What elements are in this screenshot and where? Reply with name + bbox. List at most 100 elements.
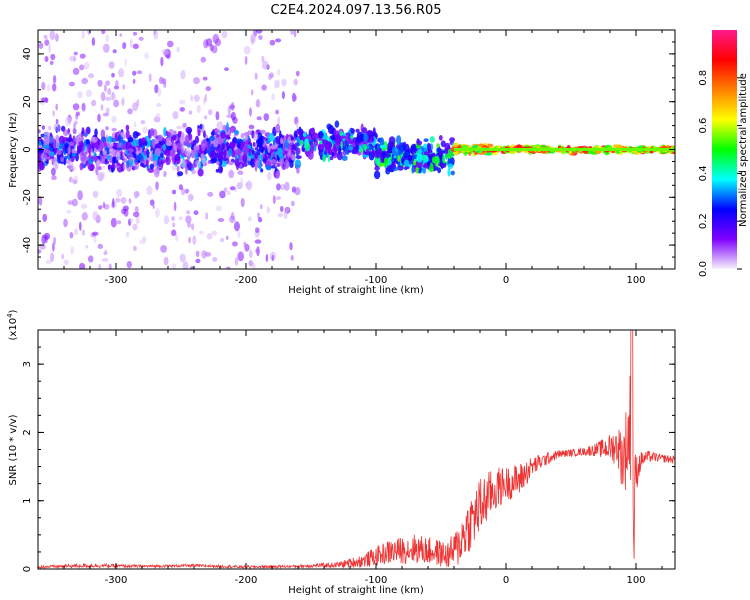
spectrogram-cell	[132, 211, 140, 218]
snr-series-line	[38, 330, 675, 569]
spectrogram-cell	[229, 186, 236, 191]
spectrogram-cell	[71, 153, 77, 157]
spectrogram-cell	[282, 146, 285, 155]
spectrogram-cell	[163, 256, 169, 266]
spectrogram-cell	[245, 139, 249, 146]
spectrogram-cell	[125, 231, 130, 238]
spectrogram-cell	[74, 228, 78, 236]
spectrogram-cell	[313, 144, 317, 152]
spectrogram-cell	[368, 146, 374, 151]
spectrogram-cell	[55, 103, 58, 111]
spectrogram-cell	[407, 155, 413, 162]
spectrogram-cell	[165, 140, 173, 146]
y-tick-label: 3	[22, 361, 33, 367]
spectrogram-cell	[58, 142, 64, 149]
spectrogram-cell	[75, 135, 82, 142]
spectrogram-cell	[147, 168, 155, 173]
spectrogram-cell	[111, 127, 117, 132]
spectrogram-cell	[162, 78, 167, 85]
spectrogram-cell	[90, 148, 94, 157]
spectrogram-cell	[317, 131, 324, 139]
colorbar-tick-label: 0.2	[698, 213, 709, 229]
x-tick-label: -200	[235, 275, 258, 286]
spectrogram-cell	[351, 142, 356, 148]
spectrogram-cell	[340, 140, 343, 150]
spectrogram-cell	[53, 123, 61, 132]
spectrogram-cell	[149, 163, 155, 170]
spectrogram-cell	[438, 135, 443, 141]
spectrogram-cell	[228, 169, 235, 179]
spectrogram-cell	[149, 154, 154, 162]
spectrogram-cell	[237, 229, 241, 239]
spectrogram-cell	[245, 180, 253, 191]
spectrogram-cell	[221, 30, 228, 39]
spectrogram-cell	[81, 212, 88, 221]
spectrogram-cell	[391, 146, 399, 156]
spectrogram-cell	[297, 147, 301, 155]
spectrogram-cell	[246, 157, 251, 162]
spectrogram-cell	[107, 141, 111, 149]
chart-title: C2E4.2024.097.13.56.R05	[270, 3, 441, 18]
spectrogram-cell	[268, 153, 271, 159]
spectrogram-cell	[171, 152, 175, 163]
spectrogram-cell	[122, 155, 127, 160]
spectrogram-cell	[91, 136, 98, 143]
spectrogram-cell	[249, 249, 253, 259]
spectrogram-cell	[206, 233, 213, 240]
spectrogram-cell	[48, 146, 54, 152]
snr-y-ticks: 0 1 2 3	[22, 329, 675, 572]
spectrogram-cell	[117, 220, 122, 225]
spectrogram-cell	[201, 157, 206, 165]
spectrogram-cell	[271, 254, 275, 262]
spectrogram-cell	[363, 133, 368, 143]
spectrogram-cell	[132, 245, 137, 251]
spectrogram-cell	[139, 162, 145, 167]
spectrogram-cell	[223, 149, 227, 159]
spectrogram-cell	[146, 185, 153, 196]
spectrogram-cell	[232, 241, 238, 247]
spectrogram-cell	[261, 84, 267, 91]
spectrogram-cell	[249, 107, 252, 117]
spectrogram-cell	[427, 143, 432, 151]
y-tick-label: 1	[22, 498, 33, 504]
spectrogram-cell	[108, 165, 112, 169]
spectrogram-cell	[122, 163, 128, 171]
spectrogram-cell	[127, 152, 134, 162]
spectrogram-cell	[296, 166, 300, 174]
spectrogram-cell	[209, 149, 214, 160]
spectrogram-cell	[211, 45, 218, 54]
spectrogram-cell	[50, 53, 56, 61]
spectrogram-cell	[181, 188, 186, 196]
spectrogram-cell	[322, 154, 326, 163]
spectrogram-cell	[377, 147, 383, 155]
spectrogram-cell	[120, 150, 123, 158]
spectrogram-cell	[299, 139, 304, 146]
spectrogram-cell	[188, 236, 191, 244]
x-tick-label: -300	[105, 575, 128, 586]
spectrogram-cell	[116, 189, 123, 198]
spectrogram-cell	[203, 130, 206, 139]
spectrogram-cell	[410, 145, 414, 155]
y-tick-label: 20	[22, 95, 33, 108]
spectrogram-cell	[234, 187, 237, 193]
spectrogram-cell	[374, 166, 380, 171]
spectrogram-cell	[176, 46, 180, 53]
spectrogram-cell	[152, 128, 158, 139]
spectrogram-cell	[301, 147, 306, 153]
spectrogram-cell	[90, 164, 94, 172]
x-tick-label: -200	[235, 575, 258, 586]
spectrogram-cell	[254, 152, 259, 159]
spectrogram-cell	[391, 161, 396, 170]
spectrogram-cell	[275, 124, 280, 132]
spectrogram-x-ticks: -300 -200 -100 0 100	[37, 30, 663, 286]
spectrogram-cell	[38, 148, 44, 153]
spectrogram-cell	[243, 241, 247, 247]
spectrogram-cell	[142, 126, 149, 134]
spectrogram-cell	[200, 56, 207, 63]
spectrogram-cell	[48, 43, 51, 54]
spectrogram-cell	[255, 30, 263, 34]
spectrogram-cell	[187, 222, 192, 228]
spectrogram-cell	[371, 149, 375, 158]
spectrogram-cell	[201, 250, 207, 259]
spectrogram-cell	[215, 111, 220, 121]
